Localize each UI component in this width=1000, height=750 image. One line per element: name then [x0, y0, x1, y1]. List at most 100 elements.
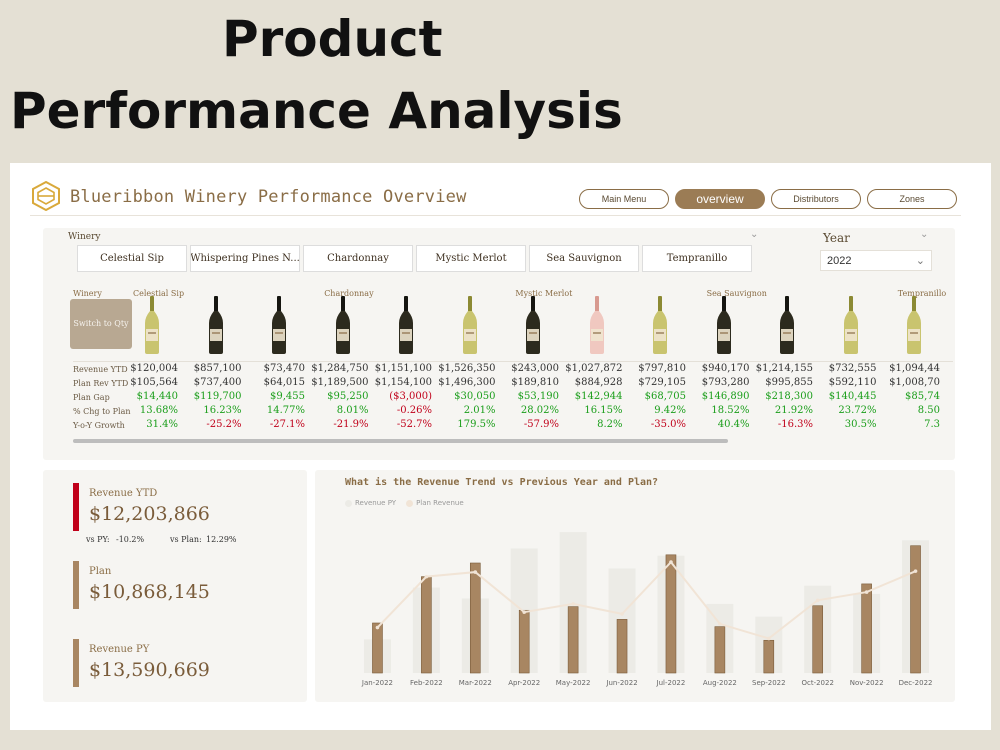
nav-main-menu-button[interactable]: Main Menu — [579, 189, 669, 209]
line-plan-revenue — [376, 560, 916, 640]
chart-legend: Revenue PY Plan Revenue — [345, 499, 464, 507]
winery-tab[interactable]: Mystic Merlot — [416, 245, 526, 272]
table-cell: $95,250 — [327, 391, 369, 402]
table-cell: $64,015 — [263, 377, 305, 388]
legend-item-plan-revenue[interactable]: Plan Revenue — [406, 499, 464, 507]
table-cell: $1,214,155 — [755, 363, 813, 374]
point-plan-revenue — [766, 636, 771, 641]
nav-overview-button[interactable]: overview — [675, 189, 765, 209]
x-tick-label: Jun-2022 — [605, 679, 637, 687]
bar-revenue-ytd — [616, 619, 628, 674]
vs-plan-value: 12.29% — [206, 535, 237, 544]
table-cell: 23.72% — [838, 405, 877, 416]
point-plan-revenue — [913, 569, 918, 573]
revenue-py-label: Revenue PY — [89, 644, 150, 655]
table-cell: $797,810 — [638, 363, 686, 374]
nav-distributors-button[interactable]: Distributors — [771, 189, 861, 209]
wine-bottle-icon — [843, 296, 858, 354]
table-cell: $1,008,70 — [889, 377, 940, 388]
bar-revenue-ytd — [861, 583, 872, 674]
nav-zones-button[interactable]: Zones — [867, 189, 957, 209]
x-tick-label: May-2022 — [556, 679, 591, 687]
revenue-ytd-accent-bar — [73, 483, 79, 531]
hero-banner: Product Performance Analysis — [0, 0, 1000, 160]
table-cell: -27.1% — [269, 419, 305, 430]
winery-tab[interactable]: Celestial Sip — [77, 245, 187, 272]
legend-dot — [406, 499, 414, 507]
table-cell: $105,564 — [130, 377, 178, 388]
winery-tab[interactable]: Chardonnay — [303, 245, 413, 272]
switch-to-qty-button[interactable]: Switch to Qty — [70, 299, 132, 349]
bar-revenue-ytd — [714, 626, 726, 674]
year-dropdown[interactable]: 2022 ⌄ — [820, 250, 932, 271]
table-horizontal-scrollbar[interactable] — [73, 439, 728, 443]
bar-revenue-ytd — [421, 576, 432, 674]
table-cell: $857,100 — [193, 363, 242, 374]
point-plan-revenue — [620, 612, 624, 616]
revenue-trend-chart: Jan-2022 Feb-2022 Mar-2022 Apr-2022 May-2022… — [361, 532, 933, 687]
dashboard: Blueribbon Winery Performance Overview M… — [10, 163, 991, 730]
wine-bottle-icon — [462, 296, 477, 354]
legend-item-revenue-py[interactable]: Revenue PY — [345, 499, 396, 507]
table-cell: 18.52% — [711, 405, 750, 416]
table-cell: $243,000 — [511, 363, 559, 374]
row-label: Plan Rev YTD — [73, 379, 129, 388]
point-plan-revenue — [473, 570, 478, 574]
wine-bottle-icon — [208, 296, 223, 354]
header-divider — [30, 215, 961, 216]
table-cell: 31.4% — [146, 419, 178, 430]
bar-revenue-ytd — [763, 639, 775, 674]
chevron-down-icon: ⌄ — [915, 255, 925, 267]
hero-title-line1: Product — [222, 10, 443, 68]
winery-tab[interactable]: Tempranillo — [642, 245, 752, 272]
plan-label: Plan — [89, 566, 112, 577]
table-cell: 13.68% — [139, 405, 178, 416]
table-cell: $940,170 — [701, 363, 750, 374]
table-cell: $995,855 — [765, 377, 813, 388]
winery-tab[interactable]: Whispering Pines N... — [190, 245, 300, 272]
x-tick-label: Apr-2022 — [508, 679, 540, 687]
table-cell: ($3,000) — [389, 391, 432, 402]
point-plan-revenue — [669, 560, 673, 564]
year-filter-label: Year — [823, 231, 850, 245]
plan-accent-bar — [73, 561, 79, 609]
row-label: Revenue YTD — [73, 365, 128, 374]
x-tick-label: Jul-2022 — [656, 679, 686, 687]
year-label-chevron-icon[interactable]: ⌄ — [920, 229, 929, 240]
x-tick-label: Dec-2022 — [899, 679, 933, 687]
table-cell: -52.7% — [396, 419, 432, 430]
table-cell: $120,004 — [130, 363, 178, 374]
wine-bottle-icon — [272, 296, 286, 354]
table-cell: $14,440 — [136, 391, 178, 402]
winery-logo-icon — [32, 181, 60, 211]
table-cell: $68,705 — [644, 391, 686, 402]
table-cell: $53,190 — [517, 391, 559, 402]
x-tick-label: Oct-2022 — [801, 679, 833, 687]
wine-bottle-icon — [526, 296, 540, 354]
bar-revenue-ytd — [910, 545, 921, 674]
table-cell: 179.5% — [457, 419, 496, 430]
bar-revenue-ytd — [812, 605, 824, 674]
bar-revenue-ytd — [469, 562, 481, 674]
wine-bottle-icon — [780, 296, 794, 354]
table-cell: 16.23% — [203, 405, 242, 416]
revenue-py-accent-bar — [73, 639, 79, 687]
vs-plan-label: vs Plan: — [170, 535, 202, 544]
winery-filter-chevron-icon[interactable]: ⌄ — [750, 229, 759, 240]
table-cell: 14.77% — [266, 405, 305, 416]
x-tick-label: Feb-2022 — [410, 679, 443, 687]
column-header: Tempranillo — [897, 289, 947, 298]
table-cell: $884,928 — [574, 377, 623, 388]
column-header: Sea Sauvignon — [706, 289, 767, 298]
year-dropdown-value: 2022 — [827, 255, 852, 267]
table-divider — [73, 361, 953, 362]
vs-py-label: vs PY: — [86, 535, 110, 544]
table-cell: $732,555 — [828, 363, 877, 374]
dashboard-title: Blueribbon Winery Performance Overview — [70, 187, 467, 207]
winery-tab[interactable]: Sea Sauvignon — [529, 245, 639, 272]
table-cell: 9.42% — [654, 405, 686, 416]
table-cell: $140,445 — [828, 391, 877, 402]
table-cell: $1,154,100 — [374, 377, 432, 388]
table-cell: $85,74 — [905, 391, 940, 402]
point-plan-revenue — [864, 590, 869, 594]
